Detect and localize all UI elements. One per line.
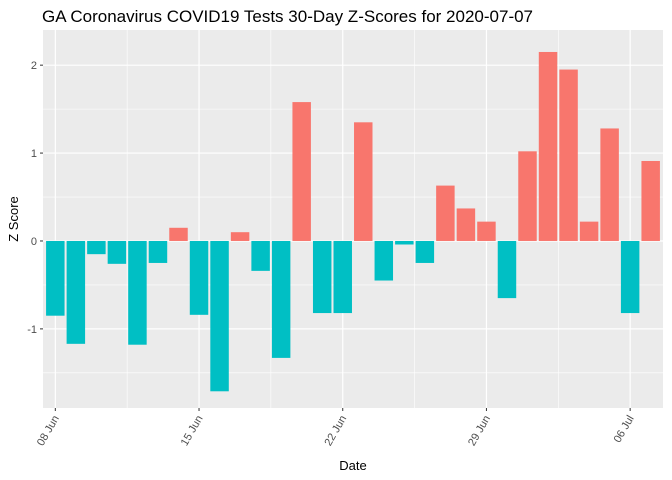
bar-2020-07-02 [538, 51, 558, 241]
bar-2020-06-29 [477, 221, 496, 241]
x-tick-label: 29 Jun [466, 414, 493, 449]
bar-2020-06-27 [436, 185, 455, 241]
bar-2020-06-15 [189, 240, 209, 315]
x-tick-label: 22 Jun [322, 414, 349, 449]
bar-2020-06-30 [497, 240, 517, 299]
bar-2020-06-16 [210, 240, 229, 392]
bar-2020-06-25 [395, 240, 414, 245]
x-tick-label: 06 Jul [612, 414, 637, 445]
x-tick-label: 15 Jun [179, 414, 206, 449]
bar-2020-07-07 [641, 160, 660, 241]
bar-2020-07-05 [600, 128, 619, 241]
x-axis: 08 Jun 15 Jun 22 Jun 29 Jun 06 Jul [35, 408, 637, 448]
bar-2020-06-23 [354, 122, 373, 241]
y-tick-label: 2 [31, 60, 37, 72]
bar-2020-06-28 [456, 208, 476, 241]
bar-2020-06-20 [292, 102, 311, 241]
y-axis: -1 0 1 2 [27, 60, 43, 336]
bar-2020-06-09 [66, 240, 86, 344]
bar-2020-06-18 [251, 240, 270, 271]
bar-2020-06-24 [374, 240, 394, 281]
bar-2020-07-01 [518, 151, 537, 241]
bar-2020-06-17 [230, 232, 250, 241]
bar-2020-07-04 [579, 221, 599, 241]
bars [46, 51, 660, 392]
chart-title: GA Coronavirus COVID19 Tests 30-Day Z-Sc… [42, 7, 533, 26]
bar-2020-06-12 [128, 240, 147, 345]
bar-2020-06-13 [148, 240, 168, 263]
y-tick-label: 0 [31, 236, 37, 248]
y-axis-title: Z Score [6, 196, 21, 242]
bar-2020-07-03 [559, 69, 578, 241]
bar-2020-06-22 [333, 240, 352, 314]
bar-2020-06-11 [107, 240, 127, 264]
y-tick-label: 1 [31, 148, 37, 160]
x-axis-title: Date [339, 458, 366, 473]
bar-2020-06-19 [271, 240, 291, 358]
x-tick-label: 08 Jun [35, 414, 62, 449]
bar-2020-06-26 [415, 240, 435, 263]
y-tick-label: -1 [27, 324, 37, 336]
bar-2020-06-10 [87, 240, 106, 255]
bar-2020-06-14 [169, 227, 188, 241]
bar-2020-07-06 [620, 240, 640, 314]
bar-2020-06-21 [312, 240, 332, 314]
bar-2020-06-08 [46, 240, 65, 316]
